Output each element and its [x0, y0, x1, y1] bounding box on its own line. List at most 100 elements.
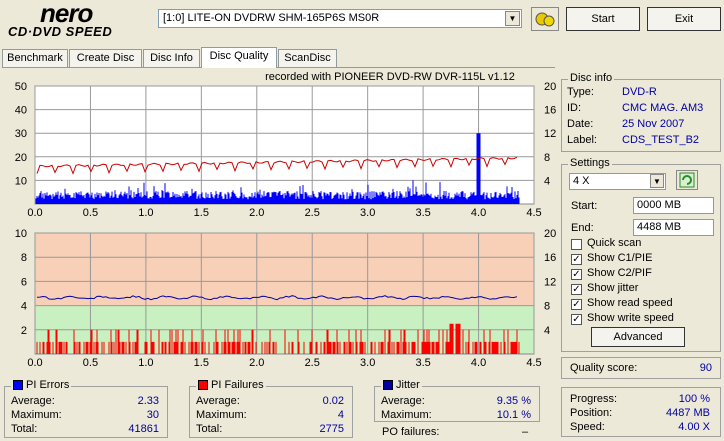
- settings-title: Settings: [568, 157, 612, 169]
- x-tick-label: 1.0: [138, 357, 153, 369]
- band-high: [35, 233, 534, 306]
- y-tick-label-left: 6: [21, 276, 27, 288]
- refresh-speed-button[interactable]: [676, 170, 698, 190]
- pi-errors-group: PI Errors Average: 2.33 Maximum: 30 Tota…: [4, 379, 168, 438]
- show-write-speed-label: Show write speed: [587, 312, 674, 324]
- quality-score-value: 90: [699, 362, 712, 374]
- position-label: Position:: [570, 407, 613, 419]
- tab-benchmark[interactable]: Benchmark: [2, 49, 68, 67]
- pi-failures-group: PI Failures Average: 0.02 Maximum: 4 Tot…: [189, 379, 353, 438]
- chevron-down-icon[interactable]: ▼: [650, 174, 664, 188]
- show-write-speed-checkbox[interactable]: ✓: [571, 314, 582, 325]
- progress-value: 100 %: [678, 393, 710, 405]
- tab-create-disc[interactable]: Create Disc: [69, 49, 142, 67]
- pi-errors-total-label: Total:: [11, 423, 38, 435]
- x-tick-label: 0.0: [27, 357, 42, 369]
- date-label: Date:: [567, 118, 594, 130]
- pi-failures-max-value: 4: [337, 409, 344, 421]
- label-label: Label:: [567, 134, 597, 146]
- exit-button[interactable]: Exit: [647, 7, 721, 31]
- y-tick-label-left: 20: [15, 152, 27, 164]
- pi-errors-max-label: Maximum:: [11, 409, 62, 421]
- tab-scandisc[interactable]: ScanDisc: [278, 49, 337, 67]
- jitter-title: Jitter: [381, 379, 422, 391]
- id-value: CMC MAG. AM3: [622, 102, 704, 114]
- y-tick-label-right: 20: [544, 81, 556, 93]
- y-tick-label-right: 16: [544, 252, 556, 264]
- x-tick-label: 4.0: [471, 357, 486, 369]
- x-tick-label: 4.0: [471, 207, 486, 219]
- jitter-avg-value: 9.35 %: [496, 395, 531, 407]
- tab-panel-border: [2, 67, 555, 68]
- tab-disc-quality[interactable]: Disc Quality: [201, 47, 277, 68]
- y-tick-label-right: 8: [544, 152, 550, 164]
- start-label: Start:: [571, 200, 598, 212]
- x-tick-label: 2.5: [305, 357, 320, 369]
- settings-group: Settings 4 X ▼ Start: 0000 MB End: 4488 …: [561, 157, 721, 352]
- show-read-speed-checkbox[interactable]: ✓: [571, 299, 582, 310]
- jitter-avg-label: Average:: [381, 395, 425, 407]
- y-tick-label-left: 30: [15, 128, 27, 140]
- y-tick-label-right: 4: [544, 325, 550, 337]
- start-input[interactable]: 0000 MB: [633, 197, 714, 214]
- advanced-button[interactable]: Advanced: [591, 327, 685, 347]
- pi-failures-chart: 0.0 0.5 1.0 1.5 2.0 2.5 3.0 3.5 4.0 4.5 2 4 6 8 10 4 8 12…: [15, 228, 556, 369]
- logo-cdspeed-text: CD·DVD SPEED: [8, 24, 113, 39]
- pi-failures-max-label: Maximum:: [196, 409, 247, 421]
- drive-tools-icon: [535, 12, 555, 27]
- position-value: 4487 MB: [665, 407, 710, 419]
- type-value: DVD-R: [622, 86, 657, 98]
- jitter-color-swatch: [383, 380, 393, 391]
- show-read-speed-label: Show read speed: [587, 297, 673, 309]
- x-tick-label: 0.5: [83, 357, 98, 369]
- y-tick-label-left: 4: [21, 301, 27, 313]
- jitter-line: [36, 295, 518, 301]
- x-tick-label: 3.0: [360, 357, 375, 369]
- drive-select[interactable]: [1:0] LITE-ON DVDRW SHM-165P6S MS0R ▼: [158, 9, 522, 28]
- y-tick-label-right: 8: [544, 301, 550, 313]
- pi-errors-avg-label: Average:: [11, 395, 55, 407]
- quality-score-group: Quality score: 90: [561, 357, 721, 379]
- x-tick-label: 2.0: [249, 207, 264, 219]
- jitter-group: Jitter Average: 9.35 % Maximum: 10.1 %: [374, 379, 540, 422]
- plot-area: [34, 85, 535, 205]
- x-tick-label: 0.0: [27, 207, 42, 219]
- x-tick-label: 1.5: [194, 207, 209, 219]
- y-tick-label-left: 10: [15, 228, 27, 240]
- end-input[interactable]: 4488 MB: [633, 219, 714, 236]
- progress-label: Progress:: [570, 393, 618, 405]
- pi-failures-avg-value: 0.02: [322, 395, 344, 407]
- start-button[interactable]: Start: [566, 7, 640, 31]
- quick-scan-label: Quick scan: [587, 237, 642, 249]
- date-value: 25 Nov 2007: [622, 118, 685, 130]
- show-jitter-checkbox[interactable]: ✓: [571, 284, 582, 295]
- drive-eject-button[interactable]: [531, 7, 559, 31]
- show-c2-checkbox[interactable]: ✓: [571, 269, 582, 280]
- speed-select-value: 4 X: [573, 175, 590, 187]
- pi-failures-avg-label: Average:: [196, 395, 240, 407]
- disc-quality-charts: recorded with PIONEER DVD-RW DVR-115L v1…: [15, 71, 556, 369]
- tab-disc-info[interactable]: Disc Info: [143, 49, 200, 67]
- speed-select[interactable]: 4 X ▼: [569, 173, 666, 190]
- show-c1-checkbox[interactable]: ✓: [571, 254, 582, 265]
- chevron-down-icon[interactable]: ▼: [505, 11, 520, 26]
- label-value: CDS_TEST_B2: [622, 134, 700, 146]
- quality-score-label: Quality score:: [570, 362, 638, 374]
- x-tick-label: 4.5: [526, 357, 541, 369]
- po-failures-value: –: [522, 426, 529, 438]
- pi-errors-total-value: 41861: [128, 423, 159, 435]
- pi-errors-max-value: 30: [146, 409, 159, 421]
- y-tick-label-left: 8: [21, 252, 27, 264]
- y-tick-label-left: 10: [15, 175, 27, 187]
- x-tick-label: 3.0: [360, 207, 375, 219]
- pi-errors-chart: 0.0 0.5 1.0 1.5 2.0 2.5 3.0 3.5 4.0 4.5 10 20 30 40 50…: [15, 81, 556, 219]
- jitter-max-label: Maximum:: [381, 409, 432, 421]
- show-jitter-label: Show jitter: [587, 282, 639, 294]
- quick-scan-checkbox[interactable]: [571, 239, 582, 250]
- y-tick-label-left: 40: [15, 105, 27, 117]
- show-c1-label: Show C1/PIE: [587, 252, 653, 264]
- x-tick-label: 3.5: [415, 207, 430, 219]
- end-label: End:: [571, 222, 594, 234]
- pi-failures-total-label: Total:: [196, 423, 223, 435]
- nero-logo: nero CD·DVD SPEED: [6, 0, 156, 39]
